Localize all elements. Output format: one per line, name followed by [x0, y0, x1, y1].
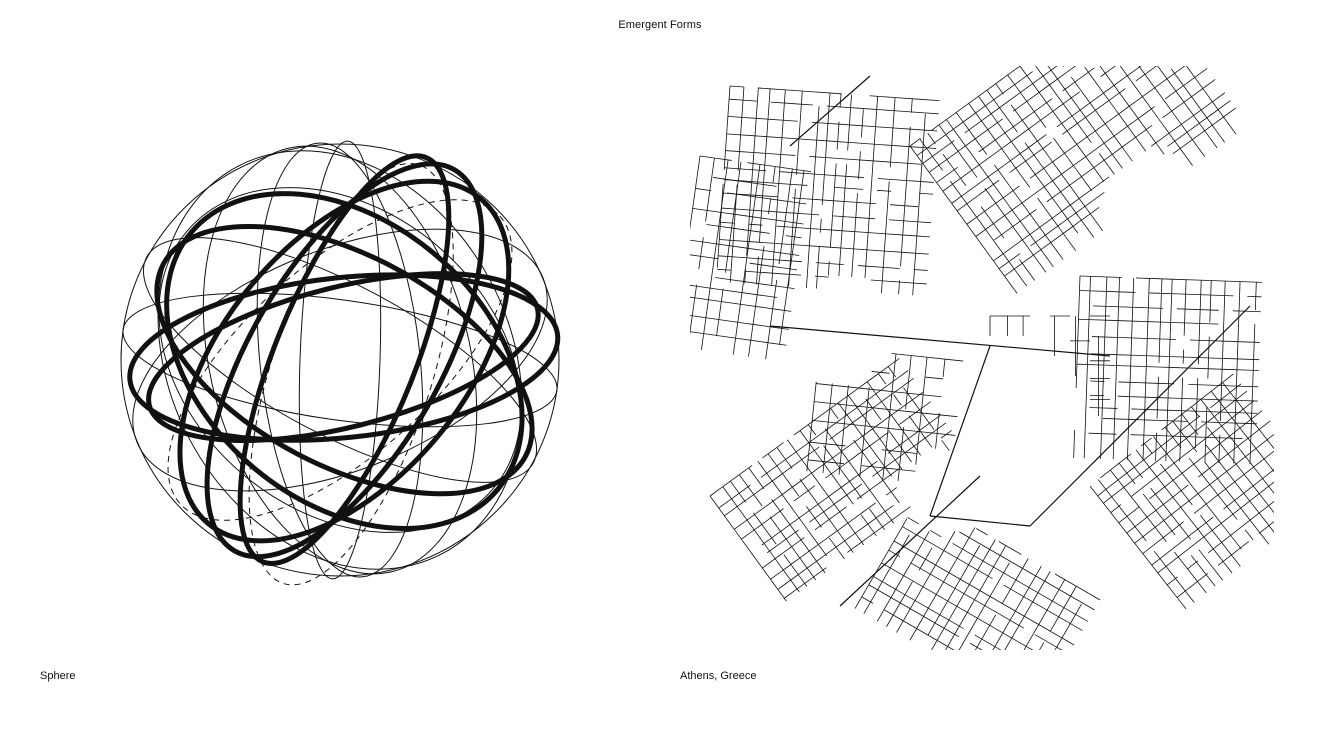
sphere-caption: Sphere — [40, 670, 76, 682]
sphere-bold-band — [177, 178, 512, 544]
athens-street-map — [690, 66, 1274, 650]
sphere-thin-ring — [256, 142, 424, 578]
sphere-bold-band — [146, 271, 541, 443]
sphere-bold-band — [237, 153, 452, 566]
sphere-thin-ring — [142, 237, 538, 483]
sphere-bold-band — [127, 272, 561, 443]
sphere-thin-ring — [122, 292, 558, 428]
street-network — [690, 66, 1274, 650]
sphere-illustration — [120, 140, 561, 586]
sphere-outline — [120, 143, 560, 577]
sphere-thin-ring — [298, 140, 382, 580]
sphere-bold-band — [154, 223, 535, 497]
sphere-bold-band — [204, 161, 485, 560]
sphere-bold-band — [164, 191, 525, 531]
page-title: Emergent Forms — [618, 19, 702, 31]
athens-caption: Athens, Greece — [680, 670, 757, 682]
